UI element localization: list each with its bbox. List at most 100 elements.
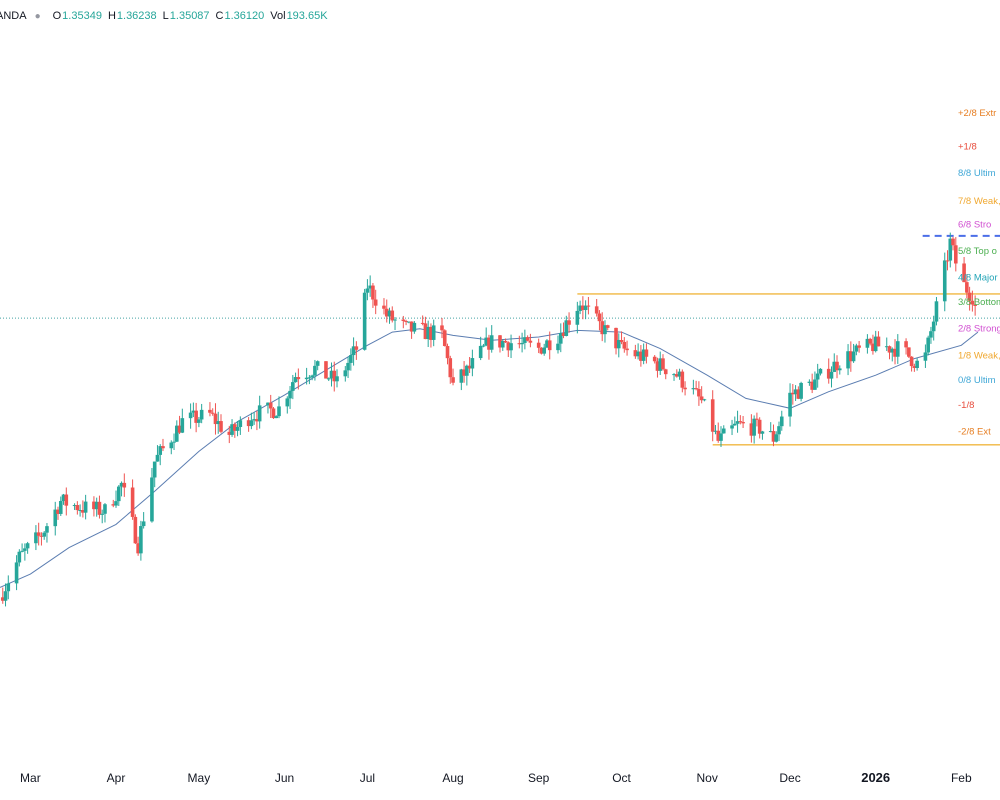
candle-body — [926, 337, 930, 353]
candle-body — [384, 308, 389, 317]
candle-body — [796, 389, 801, 399]
murrey-label-9: 1/8 Weak, — [958, 350, 1000, 361]
candle-body — [343, 370, 348, 377]
candle-body — [478, 345, 483, 359]
candle-body — [774, 434, 779, 442]
candle-body — [462, 369, 466, 376]
candle-body — [188, 412, 193, 419]
candle-body — [951, 238, 955, 246]
candle-body — [429, 326, 433, 340]
candle-body — [141, 521, 146, 527]
candle-body — [155, 454, 160, 462]
x-tick-label-11: Feb — [951, 771, 972, 785]
x-tick-label-7: Oct — [612, 771, 631, 785]
high-label: H — [107, 10, 116, 22]
x-tick-label-3: Jun — [275, 771, 294, 785]
candle-body — [174, 425, 179, 442]
candle-body — [600, 321, 605, 335]
candle-body — [931, 321, 936, 332]
candle-body — [0, 597, 5, 601]
candle-body — [382, 305, 386, 309]
candle-body — [893, 348, 897, 357]
candle-body — [890, 348, 895, 353]
murrey-label-2: 8/8 Ultim — [958, 168, 996, 179]
candle-body — [354, 346, 359, 350]
candle-body — [741, 422, 745, 424]
candle-body — [390, 310, 395, 321]
candle-body — [525, 337, 530, 341]
candle-body — [655, 361, 660, 371]
candle-body — [633, 350, 638, 357]
candle-body — [625, 348, 629, 351]
candle-body — [581, 305, 585, 311]
candle-body — [291, 382, 295, 391]
candle-body — [520, 342, 524, 345]
candle-body — [694, 388, 698, 390]
close-label: C — [215, 10, 224, 22]
volume-value: 193.65K — [286, 10, 328, 22]
murrey-label-5: 5/8 Top o — [958, 246, 997, 257]
murrey-label-10: 0/8 Ultim — [958, 375, 996, 386]
candle-body — [158, 446, 163, 455]
candle-body — [17, 551, 22, 563]
candle-body — [616, 339, 621, 349]
candle-body — [489, 335, 494, 350]
candle-body — [194, 410, 198, 423]
candle-body — [14, 562, 19, 584]
candle-body — [500, 340, 505, 348]
candle-body — [448, 358, 453, 378]
candle-body — [680, 371, 685, 388]
candle-body — [233, 424, 237, 431]
candle-body — [307, 377, 312, 379]
candle-body — [20, 550, 24, 552]
candle-body — [249, 420, 254, 427]
candle-body — [539, 347, 544, 354]
candle-body — [556, 343, 560, 351]
candle-body — [351, 346, 356, 356]
candle-body — [934, 301, 939, 322]
candle-body — [58, 500, 63, 514]
candle-body — [64, 494, 69, 506]
murrey-label-7: 3/8 Bottom — [958, 297, 1000, 308]
candle-body — [777, 426, 781, 435]
candle-body — [561, 333, 566, 336]
candle-body — [636, 351, 640, 357]
candle-body — [564, 320, 569, 336]
candle-body — [310, 375, 314, 378]
volume-label: Vol — [270, 10, 286, 22]
candle-body — [583, 305, 588, 311]
candle-body — [768, 431, 773, 433]
candle-body — [324, 361, 328, 379]
candle-body — [252, 419, 256, 421]
candle-body — [605, 325, 610, 328]
candle-body — [965, 282, 969, 293]
candle-body — [409, 321, 414, 332]
candle-body — [25, 543, 30, 549]
candle-body — [652, 356, 657, 362]
candle-body — [713, 430, 718, 432]
candle-body — [315, 361, 320, 366]
candle-body — [929, 331, 933, 338]
candle-body — [470, 358, 475, 369]
candle-body — [235, 426, 240, 431]
candle-body — [255, 419, 259, 422]
murrey-label-0: +2/8 Extr — [958, 108, 996, 119]
x-tick-label-0: Mar — [20, 771, 41, 785]
candle-body — [567, 320, 571, 325]
x-tick-label-1: Apr — [107, 771, 126, 785]
candle-body — [119, 482, 124, 487]
candle-body — [373, 299, 378, 306]
candle-body — [849, 351, 853, 362]
candle-body — [865, 338, 870, 348]
candle-body — [199, 409, 204, 420]
candle-body — [658, 358, 663, 371]
x-tick-label-6: Sep — [528, 771, 550, 785]
candle-body — [423, 323, 428, 340]
candle-body — [699, 396, 704, 401]
candle-body — [100, 513, 105, 515]
candle-body — [72, 505, 77, 507]
candle-body — [851, 351, 856, 362]
candle-body — [702, 399, 707, 401]
